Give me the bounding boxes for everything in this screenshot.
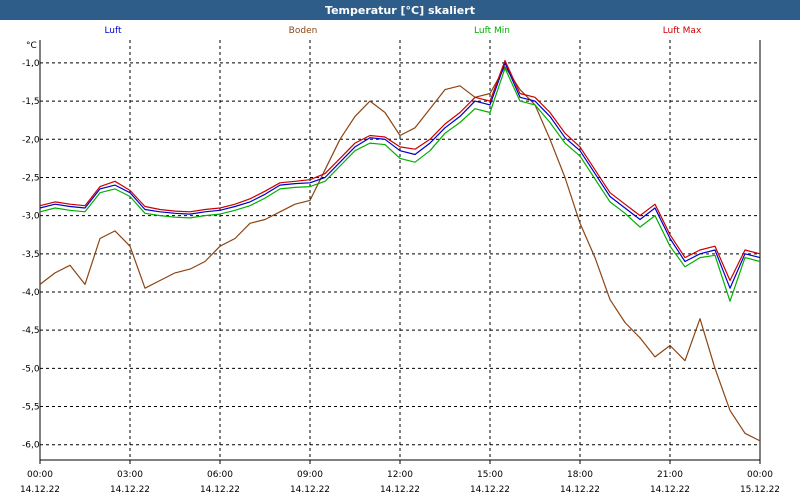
legend-item: Luft <box>104 26 122 36</box>
y-axis-unit-label: °C <box>26 41 37 51</box>
y-tick-label: -4,0 <box>22 288 40 298</box>
y-tick-label: -5,5 <box>22 403 40 413</box>
x-tick-date-label: 14.12.22 <box>470 485 510 495</box>
legend-item: Boden <box>289 26 318 36</box>
series-line-boden <box>39 66 761 442</box>
x-tick-date-label: 15.12.22 <box>740 485 780 495</box>
x-tick-time-label: 03:00 <box>117 470 143 480</box>
legend-item: Luft Min <box>474 26 510 36</box>
x-tick-time-label: 00:00 <box>27 470 53 480</box>
x-tick-time-label: 15:00 <box>477 470 503 480</box>
x-tick-time-label: 18:00 <box>567 470 593 480</box>
y-tick-label: -6,0 <box>22 441 40 451</box>
y-tick-label: -5,0 <box>22 364 40 374</box>
y-tick-label: -2,0 <box>22 135 40 145</box>
y-tick-label: -2,5 <box>22 173 40 183</box>
chart-axes <box>39 40 761 464</box>
x-tick-date-label: 14.12.22 <box>650 485 690 495</box>
x-tick-date-label: 14.12.22 <box>290 485 330 495</box>
x-tick-time-label: 21:00 <box>657 470 683 480</box>
chart-grid <box>40 40 760 460</box>
x-tick-time-label: 09:00 <box>297 470 323 480</box>
series-line-luft-max <box>39 59 761 282</box>
series-line-luft-min <box>39 67 761 302</box>
x-tick-time-label: 06:00 <box>207 470 233 480</box>
x-tick-time-label: 12:00 <box>387 470 413 480</box>
x-tick-date-label: 14.12.22 <box>110 485 150 495</box>
y-tick-label: -3,5 <box>22 250 40 260</box>
x-axis-tick-labels: 00:00 14.12.22 03:00 14.12.22 06:00 14.12.22 0… <box>20 470 780 495</box>
series-line-luft <box>39 62 761 289</box>
x-tick-date-label: 14.12.22 <box>380 485 420 495</box>
y-tick-label: -3,0 <box>22 212 40 222</box>
x-tick-time-label: 00:00 <box>747 470 773 480</box>
y-tick-label: -4,5 <box>22 326 40 336</box>
y-tick-label: -1,5 <box>22 97 40 107</box>
legend-item: Luft Max <box>663 26 702 36</box>
x-tick-date-label: 14.12.22 <box>20 485 60 495</box>
y-axis-tick-labels: -1,0 -1,5 -2,0 -2,5 -3,0 -3,5 -4,0 -4,5 -5,0 -5,5… <box>22 59 40 451</box>
x-tick-date-label: 14.12.22 <box>560 485 600 495</box>
x-tick-date-label: 14.12.22 <box>200 485 240 495</box>
chart-series <box>39 59 761 442</box>
window-title: Temperatur [°C] skaliert <box>0 0 800 20</box>
y-tick-label: -1,0 <box>22 59 40 69</box>
chart-legend: Luft Boden Luft Min Luft Max <box>104 26 702 36</box>
